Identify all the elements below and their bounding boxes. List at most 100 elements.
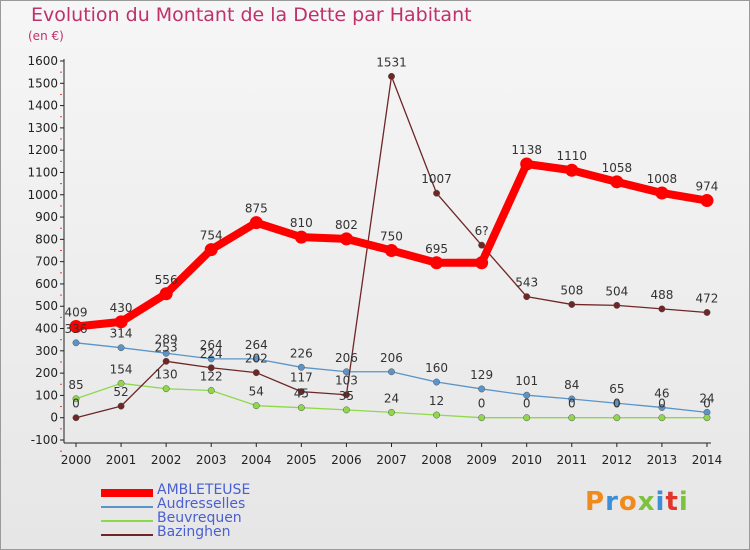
data-label-beuvrequen: 35 <box>339 389 354 403</box>
x-tick-label: 2001 <box>106 453 137 467</box>
data-point-beuvrequen <box>162 385 170 393</box>
y-tick-label: 200 <box>35 366 58 380</box>
data-label-audresselles: 226 <box>290 346 313 360</box>
data-point-bazinghen <box>252 369 260 377</box>
x-tick-label: 2014 <box>692 453 723 467</box>
y-tick-label: 1300 <box>27 121 58 135</box>
data-label-audresselles: 65 <box>609 382 624 396</box>
y-tick-label: 600 <box>35 277 58 291</box>
data-label-bazinghen: 1531 <box>376 55 407 69</box>
data-point-beuvrequen <box>342 406 350 414</box>
data-point-bazinghen <box>613 301 621 309</box>
data-label-ambleteuse: 1008 <box>647 172 678 186</box>
data-point-audresselles <box>72 339 80 347</box>
data-label-beuvrequen: 130 <box>155 368 178 382</box>
x-tick-label: 2012 <box>602 453 633 467</box>
data-point-beuvrequen <box>478 414 486 422</box>
data-label-audresselles: 24 <box>699 391 714 405</box>
data-label-ambleteuse: 409 <box>65 306 88 320</box>
data-label-ambleteuse: 875 <box>245 202 268 216</box>
data-label-audresselles: 46 <box>654 386 669 400</box>
data-point-ambleteuse <box>384 244 398 257</box>
data-point-bazinghen <box>342 391 350 399</box>
x-tick-label: 2013 <box>647 453 678 467</box>
data-label-bazinghen: 508 <box>560 283 583 297</box>
data-label-audresselles: 336 <box>65 322 88 336</box>
legend-label: Beuvrequen <box>157 510 242 526</box>
data-label-bazinghen: 6? <box>475 224 489 238</box>
data-label-bazinghen: 472 <box>696 291 719 305</box>
data-point-ambleteuse <box>159 287 173 301</box>
y-tick-label: 500 <box>35 299 58 313</box>
data-point-bazinghen <box>297 388 305 396</box>
data-label-audresselles: 206 <box>380 351 403 365</box>
data-label-audresselles: 314 <box>110 327 133 341</box>
data-point-ambleteuse <box>114 315 128 329</box>
data-point-beuvrequen <box>252 402 260 410</box>
logo-letter: P <box>585 487 606 517</box>
data-label-ambleteuse: 1110 <box>556 149 587 163</box>
data-point-bazinghen <box>478 241 486 249</box>
data-point-bazinghen <box>117 402 125 410</box>
data-label-audresselles: 206 <box>335 351 358 365</box>
data-point-beuvrequen <box>613 414 621 422</box>
data-point-ambleteuse <box>475 256 489 270</box>
legend-label: AMBLETEUSE <box>157 482 251 498</box>
data-label-ambleteuse: 754 <box>200 229 223 243</box>
legend-swatch <box>101 534 153 536</box>
y-axis-unit: (en €) <box>28 29 64 43</box>
data-label-ambleteuse: 695 <box>425 242 448 256</box>
data-label-beuvrequen: 0 <box>478 397 486 411</box>
data-label-beuvrequen: 0 <box>703 397 711 411</box>
data-label-bazinghen: 0 <box>72 397 80 411</box>
data-point-audresselles <box>388 368 395 376</box>
data-point-bazinghen <box>658 305 666 313</box>
data-point-beuvrequen <box>207 387 215 394</box>
data-label-bazinghen: 117 <box>290 371 313 385</box>
data-point-audresselles <box>478 385 486 393</box>
x-tick-label: 2005 <box>286 453 317 467</box>
data-point-ambleteuse <box>430 256 444 270</box>
data-label-ambleteuse: 1058 <box>602 161 633 175</box>
data-point-ambleteuse <box>520 157 534 171</box>
data-point-beuvrequen <box>523 414 531 422</box>
x-tick-label: 2008 <box>421 453 452 467</box>
data-label-ambleteuse: 974 <box>696 180 719 194</box>
data-point-audresselles <box>297 363 305 371</box>
x-tick-label: 2011 <box>556 453 587 467</box>
data-label-bazinghen: 202 <box>245 352 268 366</box>
data-point-audresselles <box>162 349 170 357</box>
data-label-audresselles: 160 <box>425 361 448 375</box>
y-tick-label: 800 <box>35 232 58 246</box>
data-point-ambleteuse <box>565 163 579 177</box>
data-label-audresselles: 101 <box>515 374 538 388</box>
data-point-ambleteuse <box>294 230 308 244</box>
y-tick-label: 100 <box>35 388 58 402</box>
chart-title: Evolution du Montant de la Dette par Hab… <box>31 4 472 26</box>
data-point-ambleteuse <box>69 320 83 334</box>
legend-label: Bazinghen <box>157 524 231 540</box>
data-point-ambleteuse <box>610 175 624 189</box>
data-point-bazinghen <box>388 72 395 80</box>
y-tick-label: 1400 <box>27 99 58 113</box>
y-tick-label: -100 <box>31 433 58 447</box>
y-tick-label: 1100 <box>27 165 58 179</box>
data-point-bazinghen <box>72 414 80 422</box>
data-point-beuvrequen <box>388 408 395 416</box>
data-point-audresselles <box>117 344 125 352</box>
x-tick-label: 2003 <box>196 453 227 467</box>
data-label-ambleteuse: 430 <box>110 301 133 315</box>
data-label-audresselles: 264 <box>245 338 268 352</box>
y-tick-label: 300 <box>35 344 58 358</box>
data-point-audresselles <box>252 355 260 363</box>
data-point-beuvrequen <box>297 404 305 412</box>
logo-letter: i <box>655 487 666 517</box>
data-label-beuvrequen: 122 <box>200 370 223 384</box>
data-point-beuvrequen <box>117 379 125 387</box>
legend-swatch <box>101 489 153 497</box>
data-point-audresselles <box>433 378 441 386</box>
y-tick-label: 700 <box>35 255 58 269</box>
y-tick-label: 900 <box>35 210 58 224</box>
data-point-beuvrequen <box>72 395 80 403</box>
